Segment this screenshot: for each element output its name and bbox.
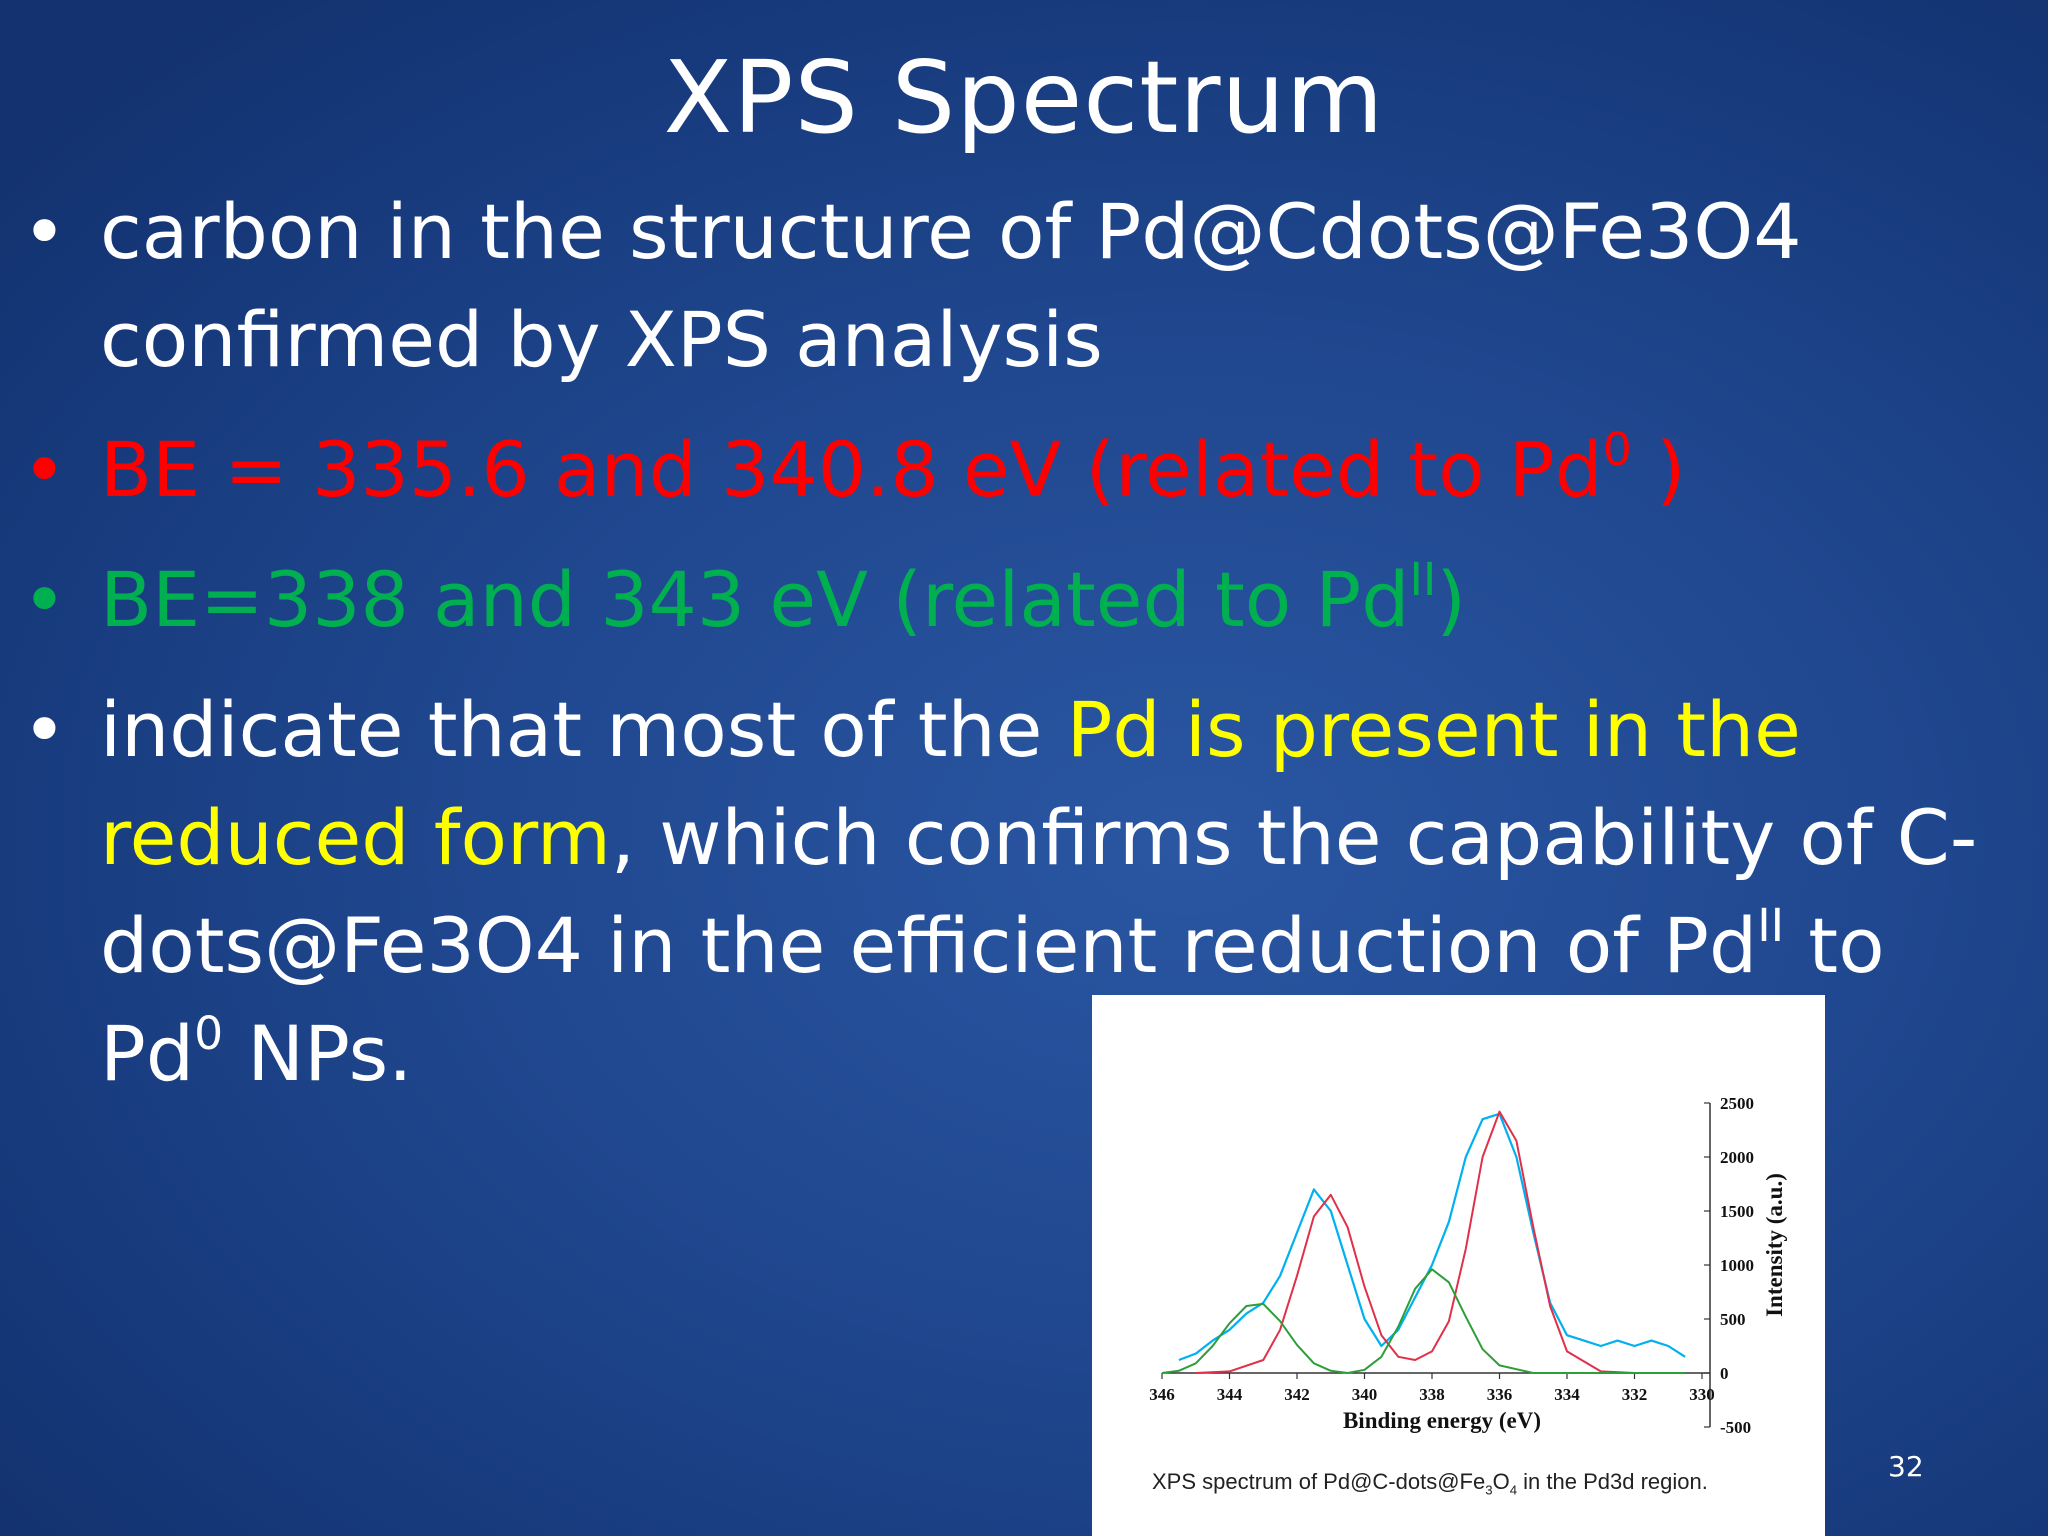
caption-subscript: 3 xyxy=(1485,1482,1493,1498)
x-tick-label: 340 xyxy=(1352,1385,1378,1404)
y-tick-label: 500 xyxy=(1720,1310,1746,1329)
bullet-tail: ) xyxy=(1436,555,1467,644)
caption-text: in the Pd3d region. xyxy=(1517,1469,1708,1494)
bullet-dot-icon: • xyxy=(22,685,67,774)
x-tick-label: 332 xyxy=(1622,1385,1648,1404)
superscript: 0 xyxy=(194,1007,224,1061)
y-tick-label: 2500 xyxy=(1720,1094,1754,1113)
y-tick-label: 0 xyxy=(1720,1364,1729,1383)
y-tick-label: 2000 xyxy=(1720,1148,1754,1167)
series-line-measured xyxy=(1178,1112,1686,1362)
bullet-text-2: , which confirms the capability of C-dot… xyxy=(100,793,1978,990)
bullet-dot-icon: • xyxy=(22,187,67,276)
x-tick-label: 338 xyxy=(1419,1385,1445,1404)
bullet-dot-icon: • xyxy=(22,425,67,514)
y-axis-title: Intensity (a.u.) xyxy=(1762,1173,1787,1317)
bullet-dot-icon: • xyxy=(22,555,67,644)
caption-text: O xyxy=(1492,1469,1510,1494)
bullet-pd0: • BE = 335.6 and 340.8 eV (related to Pd… xyxy=(22,416,2022,524)
page-number: 32 xyxy=(1888,1450,1924,1483)
bullet-pdii: • BE=338 and 343 eV (related to PdII) xyxy=(22,546,2022,654)
x-tick-label: 342 xyxy=(1284,1385,1310,1404)
bullet-text-4: NPs. xyxy=(223,1009,413,1098)
bullet-text: BE = 335.6 and 340.8 eV (related to Pd xyxy=(100,425,1603,514)
superscript: II xyxy=(1409,553,1437,607)
bullet-text: indicate that most of the xyxy=(100,685,1067,774)
caption-text: XPS spectrum of Pd@C-dots@Fe xyxy=(1152,1469,1486,1494)
x-tick-label: 344 xyxy=(1217,1385,1243,1404)
x-tick-label: 336 xyxy=(1487,1385,1513,1404)
bullet-list: • carbon in the structure of Pd@Cdots@Fe… xyxy=(22,178,2022,1130)
y-tick-label: 1000 xyxy=(1720,1256,1754,1275)
bullet-text-3: to Pd xyxy=(100,901,1885,1098)
x-tick-label: 330 xyxy=(1689,1385,1715,1404)
superscript: 0 xyxy=(1602,423,1632,477)
series-line-fit-pd0 xyxy=(1195,1110,1686,1374)
caption-subscript: 4 xyxy=(1509,1482,1518,1498)
bullet-text: carbon in the structure of Pd@Cdots@Fe3O… xyxy=(100,187,1802,384)
bullet-conclusion: • indicate that most of the Pd is presen… xyxy=(22,676,2022,1108)
bullet-carbon: • carbon in the structure of Pd@Cdots@Fe… xyxy=(22,178,2022,394)
x-tick-label: 334 xyxy=(1554,1385,1580,1404)
y-tick-label: 1500 xyxy=(1720,1202,1754,1221)
figure-caption: XPS spectrum of Pd@C-dots@Fe3O4 in the P… xyxy=(1152,1467,1812,1505)
superscript: II xyxy=(1757,899,1785,953)
highlight-text: Pd is present in the reduced form xyxy=(100,685,1801,882)
x-axis-title: Binding energy (eV) xyxy=(1343,1408,1541,1433)
xps-chart: 346 344 342 340 338 336 334 332 330 2500 2000 1500 1… xyxy=(1149,1094,1787,1437)
x-tick-label: 346 xyxy=(1149,1385,1175,1404)
series-line-fit-pdii xyxy=(1161,1268,1686,1374)
bullet-text: BE=338 and 343 eV (related to Pd xyxy=(100,555,1410,644)
bullet-tail: ) xyxy=(1631,425,1686,514)
slide-title: XPS Spectrum xyxy=(663,39,1385,156)
y-tick-label: -500 xyxy=(1720,1418,1751,1437)
xps-figure: 346 344 342 340 338 336 334 332 330 2500 2000 1500 1… xyxy=(1092,995,1825,1536)
